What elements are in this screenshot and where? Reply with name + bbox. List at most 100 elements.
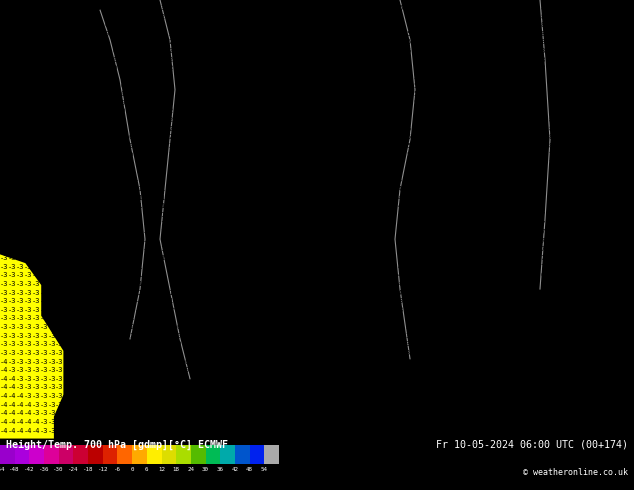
Text: 2: 2 [327, 367, 331, 373]
Text: 5: 5 [446, 108, 450, 115]
Text: -2: -2 [111, 376, 119, 382]
Text: 2: 2 [303, 402, 307, 408]
Text: 3: 3 [256, 151, 260, 158]
Text: -5: -5 [71, 57, 79, 63]
Text: -2: -2 [87, 333, 95, 339]
Text: 8: 8 [517, 31, 521, 37]
Text: 1: 1 [176, 246, 181, 252]
Text: 4: 4 [311, 108, 315, 115]
Text: 0: 0 [120, 65, 125, 72]
Text: 8: 8 [596, 108, 600, 115]
Text: 2: 2 [224, 212, 228, 218]
Text: -1: -1 [55, 108, 64, 115]
Text: 2: 2 [342, 428, 347, 434]
Text: 3: 3 [176, 14, 181, 20]
Text: -1: -1 [111, 195, 119, 201]
Text: 8: 8 [580, 83, 585, 89]
Text: 4: 4 [358, 91, 363, 97]
Text: 0: 0 [136, 100, 141, 106]
Text: 4: 4 [287, 83, 292, 89]
Text: 9: 9 [588, 5, 593, 11]
Text: -2: -2 [63, 316, 72, 321]
Text: -1: -1 [32, 74, 40, 80]
Text: 2: 2 [351, 385, 355, 391]
Text: 3: 3 [279, 143, 283, 149]
Text: 2: 2 [327, 402, 331, 408]
Text: 3: 3 [358, 290, 363, 295]
Text: -1: -1 [32, 83, 40, 89]
Text: 4: 4 [311, 91, 315, 97]
Text: -5: -5 [71, 5, 79, 11]
Text: 7: 7 [564, 186, 569, 192]
Text: 7: 7 [612, 298, 616, 304]
Text: 7: 7 [588, 324, 593, 330]
Text: 0: 0 [200, 367, 204, 373]
Text: -2: -2 [63, 290, 72, 295]
Text: -2: -2 [134, 324, 143, 330]
Text: -2: -2 [16, 108, 24, 115]
Text: 8: 8 [541, 126, 545, 132]
Text: 7: 7 [612, 342, 616, 347]
Text: -2: -2 [119, 333, 127, 339]
Text: -1: -1 [143, 298, 151, 304]
Text: -24: -24 [68, 467, 79, 472]
Text: 5: 5 [366, 91, 371, 97]
Text: 5: 5 [374, 40, 378, 46]
Text: 4: 4 [303, 31, 307, 37]
Text: 8: 8 [541, 31, 545, 37]
Text: 36: 36 [217, 467, 224, 472]
Text: 7: 7 [525, 160, 529, 166]
Text: -1: -1 [48, 83, 56, 89]
Text: 3: 3 [414, 333, 418, 339]
Text: 0: 0 [136, 169, 141, 175]
Text: 7: 7 [525, 126, 529, 132]
Text: 2: 2 [247, 177, 252, 183]
Text: -4: -4 [0, 428, 8, 434]
Text: 0: 0 [224, 410, 228, 416]
Text: 4: 4 [303, 22, 307, 28]
Text: -4: -4 [23, 410, 32, 416]
Text: 7: 7 [573, 298, 577, 304]
Text: 2: 2 [295, 376, 299, 382]
Text: -1: -1 [8, 83, 16, 89]
Text: -3: -3 [55, 367, 64, 373]
Text: 4: 4 [342, 134, 347, 140]
Text: 2: 2 [240, 177, 244, 183]
Text: 2: 2 [208, 151, 212, 158]
Text: 9: 9 [580, 57, 585, 63]
Text: 3: 3 [390, 307, 394, 313]
Text: 3: 3 [256, 117, 260, 123]
Text: -1: -1 [79, 143, 87, 149]
Text: -1: -1 [63, 117, 72, 123]
Text: 3: 3 [358, 359, 363, 365]
Text: 5: 5 [525, 428, 529, 434]
Text: 1: 1 [295, 402, 299, 408]
Text: 1: 1 [216, 333, 220, 339]
Text: 3: 3 [351, 238, 355, 244]
Text: 0: 0 [216, 402, 220, 408]
Text: -2: -2 [150, 419, 158, 425]
Text: -3: -3 [63, 350, 72, 356]
Text: -3: -3 [71, 428, 79, 434]
Text: 6: 6 [509, 333, 514, 339]
Text: 8: 8 [541, 65, 545, 72]
Text: 1: 1 [271, 367, 276, 373]
Text: 2: 2 [184, 186, 188, 192]
Text: 1: 1 [160, 203, 165, 209]
Text: 1: 1 [184, 264, 188, 270]
Text: 2: 2 [168, 117, 172, 123]
Text: 4: 4 [263, 40, 268, 46]
Text: 3: 3 [240, 57, 244, 63]
Text: 5: 5 [437, 117, 442, 123]
Text: 3: 3 [256, 134, 260, 140]
Text: 7: 7 [541, 229, 545, 235]
Text: 4: 4 [358, 134, 363, 140]
Text: 4: 4 [462, 385, 466, 391]
Text: 7: 7 [501, 169, 505, 175]
Text: -1: -1 [32, 117, 40, 123]
Text: 1: 1 [176, 212, 181, 218]
Text: 3: 3 [240, 65, 244, 72]
Text: -3: -3 [8, 359, 16, 365]
Text: 3: 3 [256, 83, 260, 89]
Text: 0: 0 [145, 100, 149, 106]
